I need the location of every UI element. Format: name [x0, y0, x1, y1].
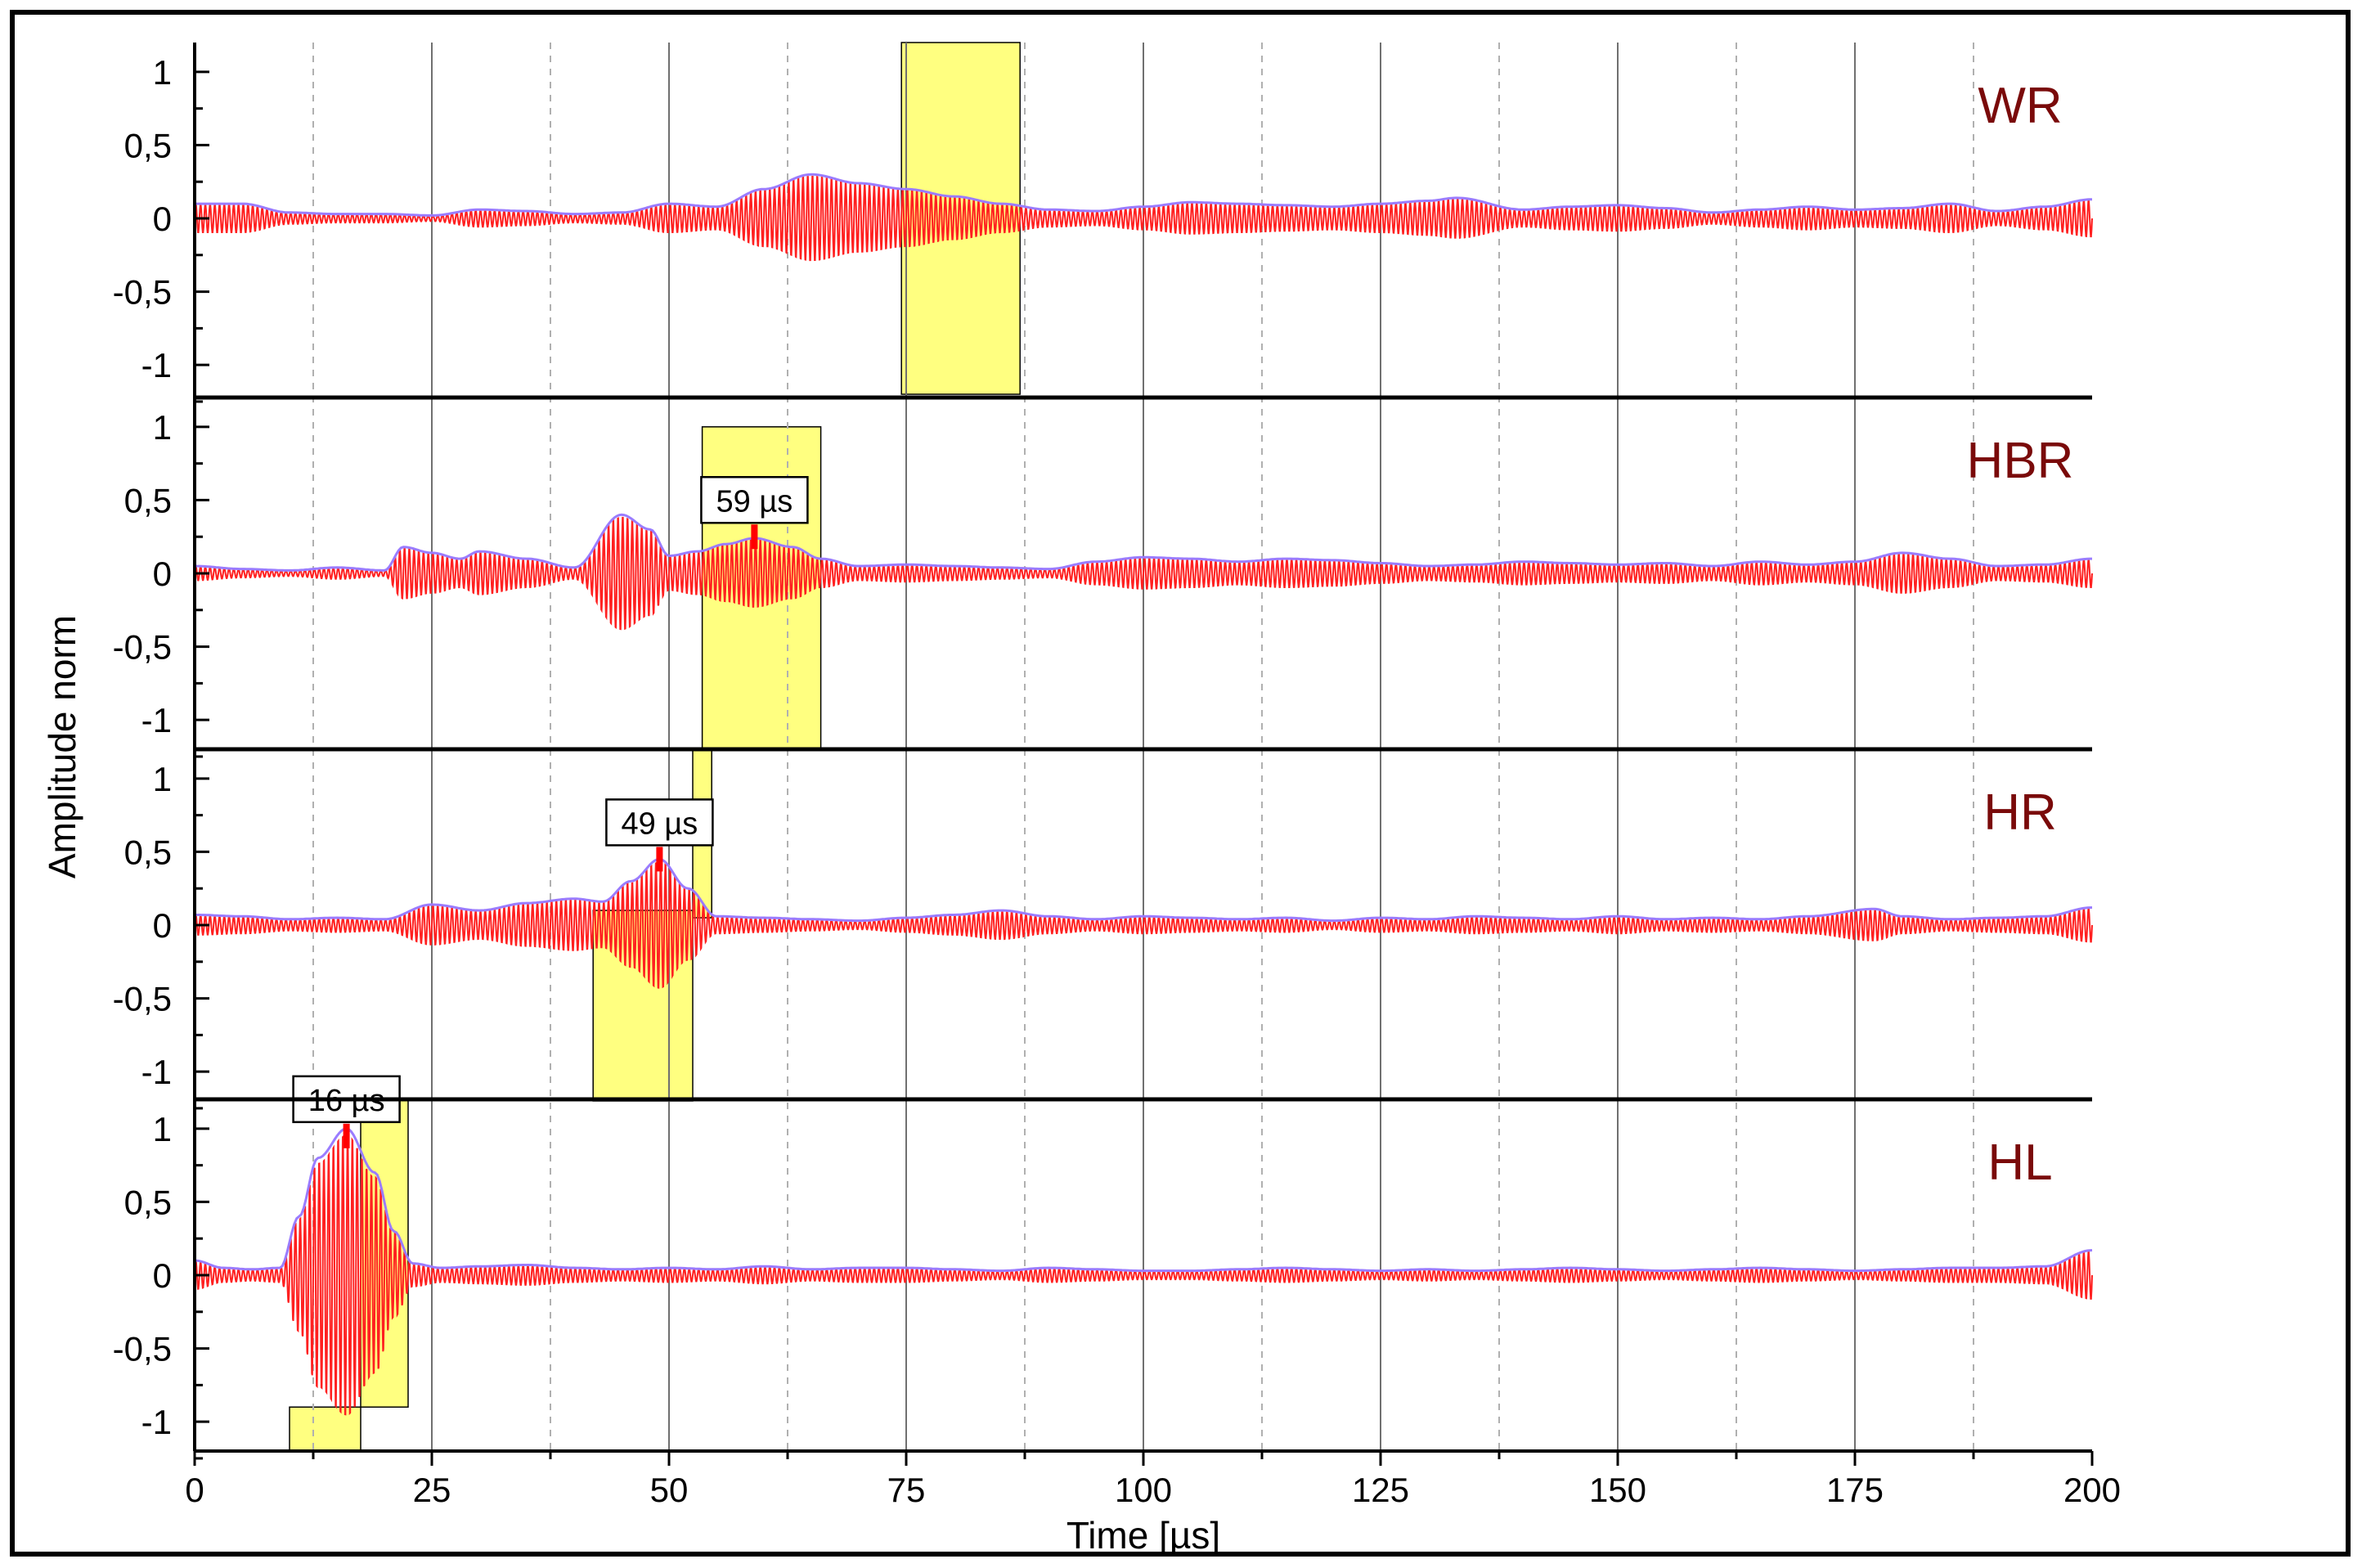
y-tick-label: 1: [153, 760, 172, 798]
peak-label: 49 µs: [622, 806, 698, 841]
x-tick-label: 100: [1115, 1471, 1172, 1509]
peak-label-box: [605, 798, 714, 847]
panel-label-wr: WR: [1978, 78, 2062, 134]
x-tick-label: 75: [887, 1471, 926, 1509]
y-tick-label: 1: [153, 1110, 172, 1148]
y-tick-label: -1: [141, 1403, 172, 1441]
panel-label-hl: HL: [1987, 1134, 2052, 1191]
y-tick-label: 0: [153, 200, 172, 238]
x-tick-label: 125: [1352, 1471, 1409, 1509]
x-tick-label: 200: [2063, 1471, 2121, 1509]
y-tick-label: 1: [153, 53, 172, 92]
y-tick-label: -1: [141, 346, 172, 384]
envelope-line-hl: [194, 1127, 2093, 1273]
peak-marker: [751, 524, 758, 550]
y-tick-label: 0,5: [124, 833, 172, 871]
envelope-line-hbr: [194, 513, 2092, 572]
y-tick-label: 0,5: [124, 1183, 172, 1221]
y-axis-title: Amplitude norm: [41, 615, 83, 878]
x-axis-title: Time [µs]: [1066, 1514, 1220, 1557]
signal-line-hbr: [194, 516, 2093, 631]
x-tick-label: 175: [1826, 1471, 1884, 1509]
y-tick-label: -0,5: [113, 1330, 172, 1368]
y-tick-label: 0,5: [124, 126, 172, 164]
y-tick-label: 0,5: [124, 481, 172, 519]
y-tick-label: -1: [141, 701, 172, 739]
window-band: [289, 1406, 361, 1452]
x-tick-label: 0: [185, 1471, 204, 1509]
signal-line-wr: [194, 175, 2093, 262]
peak-label-box: [700, 476, 809, 524]
y-tick-label: 1: [153, 408, 172, 447]
envelope-line-wr: [195, 173, 2093, 217]
x-tick-label: 25: [413, 1471, 451, 1509]
peak-label: 59 µs: [716, 484, 793, 519]
y-tick-label: 0: [153, 906, 172, 945]
y-tick-label: -1: [141, 1053, 172, 1091]
panel-label-hr: HR: [1983, 784, 2057, 841]
envelope-line-hr: [195, 857, 2093, 923]
peak-marker: [656, 847, 663, 872]
peak-marker: [343, 1123, 350, 1148]
y-tick-label: -0,5: [113, 273, 172, 312]
y-tick-label: 0: [153, 1256, 172, 1295]
y-tick-label: -0,5: [113, 980, 172, 1018]
y-tick-label: -0,5: [113, 628, 172, 667]
x-tick-label: 50: [650, 1471, 689, 1509]
panel-label-hbr: HBR: [1967, 433, 2074, 489]
chart-frame: [10, 10, 2351, 1557]
x-tick-label: 150: [1589, 1471, 1646, 1509]
y-tick-label: 0: [153, 555, 172, 593]
